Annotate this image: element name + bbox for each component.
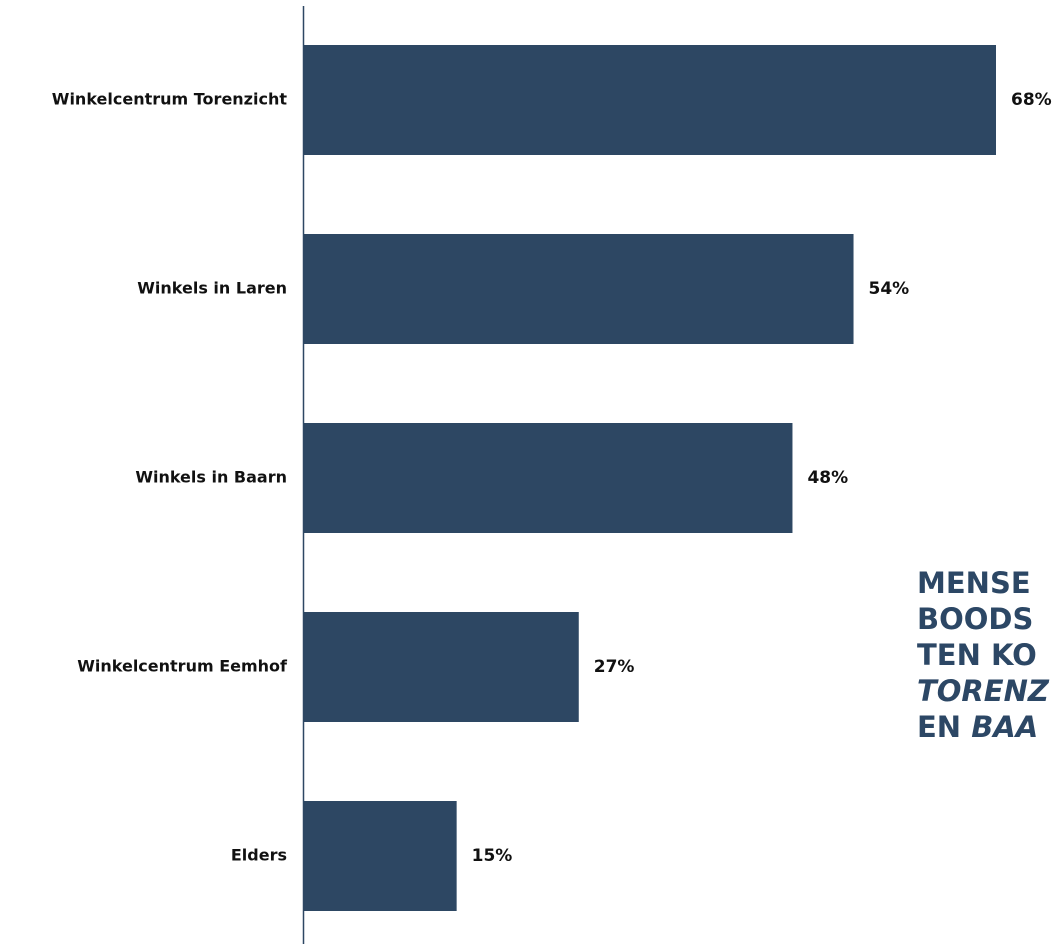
bar [304, 45, 996, 155]
callout-line: TORENZ [917, 673, 1063, 709]
callout-line: TEN KO [917, 637, 1063, 673]
callout-line: BOODS [917, 601, 1063, 637]
category-label: Winkels in Baarn [135, 468, 287, 487]
category-label: Elders [231, 846, 287, 865]
callout-text: MENSE BOODS TEN KO TORENZ EN BAA [917, 565, 1063, 745]
callout-line: EN BAA [917, 709, 1063, 745]
callout-text-segment: EN [917, 710, 972, 744]
value-labels: 68% 54% 48% 27% 15% [472, 90, 1052, 866]
bar [304, 423, 793, 533]
bars-layer [304, 45, 996, 911]
value-label: 48% [807, 468, 848, 488]
value-label: 15% [472, 846, 513, 866]
callout-text-segment: BAA [971, 710, 1039, 744]
category-label: Winkels in Laren [137, 279, 287, 298]
callout-text-segment: TORENZ [917, 674, 1049, 708]
callout-line: MENSE [917, 565, 1063, 601]
callout-text-segment: TEN KO [917, 638, 1037, 672]
callout-text-segment: BOODS [917, 602, 1034, 636]
category-label: Winkelcentrum Eemhof [77, 657, 288, 676]
bar [304, 801, 457, 911]
category-labels: Winkelcentrum Torenzicht Winkels in Laren… [52, 90, 288, 865]
callout-text-segment: MENSE [917, 566, 1031, 600]
value-label: 68% [1011, 90, 1052, 110]
bar [304, 612, 579, 722]
category-label: Winkelcentrum Torenzicht [52, 90, 288, 109]
value-label: 54% [869, 279, 910, 299]
value-label: 27% [594, 657, 635, 677]
bar [304, 234, 854, 344]
